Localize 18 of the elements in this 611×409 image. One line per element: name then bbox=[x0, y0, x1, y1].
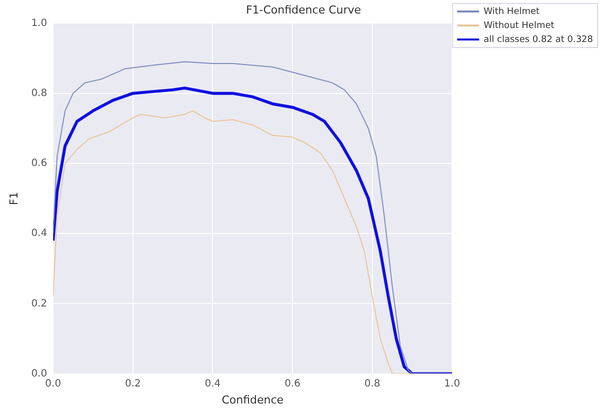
legend-label: all classes 0.82 at 0.328 bbox=[484, 34, 594, 45]
y-tick-label: 0.2 bbox=[31, 298, 48, 310]
y-tick-label: 0.0 bbox=[31, 368, 48, 380]
x-tick-label: 0.2 bbox=[124, 378, 141, 390]
legend-label: Without Helmet bbox=[484, 20, 555, 31]
x-tick-label: 0.6 bbox=[284, 378, 300, 390]
legend-label: With Helmet bbox=[484, 6, 540, 17]
x-tick-label: 0.4 bbox=[204, 378, 221, 390]
x-tick-label: 0.8 bbox=[364, 378, 380, 390]
y-tick-label: 0.4 bbox=[31, 228, 48, 240]
y-tick-label: 1.0 bbox=[31, 18, 48, 29]
y-tick-label: 0.8 bbox=[31, 88, 48, 99]
x-tick-label: 1.0 bbox=[444, 378, 460, 390]
x-axis-title: Confidence bbox=[222, 393, 284, 406]
chart-title: F1-Confidence Curve bbox=[246, 3, 362, 16]
y-tick-label: 0.6 bbox=[31, 158, 48, 170]
y-axis-title: F1 bbox=[7, 192, 20, 206]
x-tick-label: 0.0 bbox=[45, 378, 62, 390]
